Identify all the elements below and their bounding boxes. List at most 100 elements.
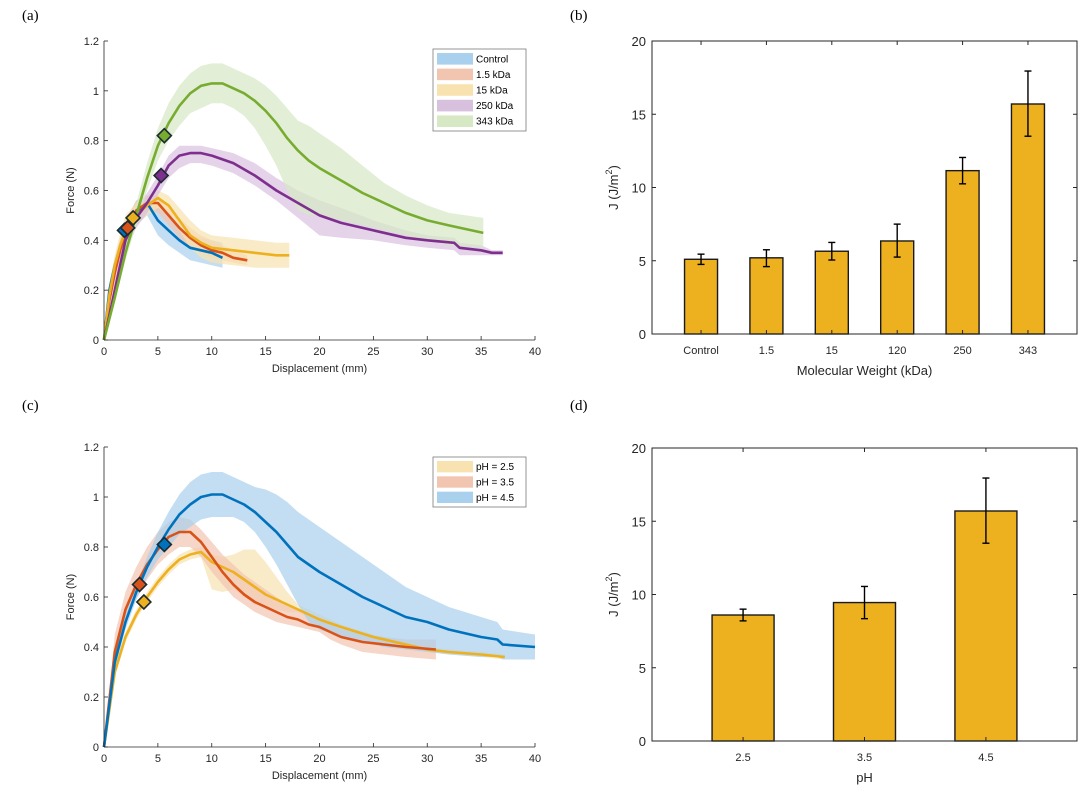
x-tick-label: 1.5 bbox=[759, 345, 774, 357]
x-tick-label: 0 bbox=[101, 753, 107, 765]
x-tick-label: 40 bbox=[529, 753, 541, 765]
x-axis-title: Displacement (mm) bbox=[272, 770, 367, 782]
y-tick-label: 0.8 bbox=[84, 136, 99, 148]
x-tick-label: 20 bbox=[313, 753, 325, 765]
x-tick-label: 343 bbox=[1019, 345, 1037, 357]
yield-marker-2 bbox=[124, 209, 142, 227]
band-3 bbox=[104, 145, 503, 340]
y-axis-title-end: ) bbox=[606, 165, 621, 169]
legend-entry: pH = 3.5 bbox=[476, 478, 515, 489]
series-line-0 bbox=[102, 550, 505, 748]
y-tick-label: 5 bbox=[639, 661, 646, 676]
x-axis-title: Displacement (mm) bbox=[272, 363, 367, 375]
y-tick-label: 0.4 bbox=[84, 642, 99, 654]
series-line-2 bbox=[102, 196, 290, 341]
y-tick-label: 0.2 bbox=[84, 285, 99, 297]
x-axis-title: pH bbox=[856, 770, 873, 785]
legend-swatch bbox=[437, 53, 473, 65]
legend-swatch bbox=[437, 99, 473, 112]
panel-label-a: (a) bbox=[22, 8, 39, 24]
panel-label-c: (c) bbox=[22, 398, 39, 414]
x-tick-label: 15 bbox=[260, 346, 272, 358]
series-line-2 bbox=[102, 493, 536, 748]
x-tick-label: 30 bbox=[421, 346, 433, 358]
x-tick-label: 120 bbox=[888, 345, 906, 357]
y-tick-label: 0 bbox=[93, 742, 99, 754]
legend-swatch bbox=[437, 491, 473, 503]
series-line-3 bbox=[102, 151, 503, 341]
panel-c-force-displacement-chart: 0 5 10 15 20 25 30 35 40 0 0.2 0.4 0.6 0.8 1 1.2 Displac… bbox=[65, 442, 541, 782]
y-tick-label: 1.2 bbox=[84, 442, 99, 454]
y-tick-label: 10 bbox=[632, 181, 646, 196]
y-tick-label: 1 bbox=[93, 492, 99, 504]
legend-entry: 15 kDa bbox=[476, 86, 508, 97]
bar-4 bbox=[945, 169, 980, 335]
legend-swatch bbox=[437, 68, 473, 81]
x-tick-label: 4.5 bbox=[978, 752, 993, 764]
x-tick-label: 15 bbox=[260, 753, 272, 765]
x-tick-label: 40 bbox=[529, 346, 541, 358]
y-tick-label: 0 bbox=[93, 335, 99, 347]
yield-marker-1 bbox=[131, 576, 148, 593]
yield-marker-2 bbox=[156, 536, 173, 553]
series-line-4 bbox=[102, 82, 484, 341]
y-tick-label: 0.6 bbox=[84, 592, 99, 604]
x-axis-title: Molecular Weight (kDa) bbox=[797, 363, 933, 378]
legend-entry: 250 kDa bbox=[476, 101, 514, 112]
legend-entry: pH = 2.5 bbox=[476, 462, 515, 473]
y-tick-label: 15 bbox=[632, 514, 646, 529]
band-2 bbox=[104, 190, 290, 340]
legend-entry: Control bbox=[476, 54, 508, 65]
bar-0 bbox=[711, 614, 775, 742]
y-tick-label: 0.8 bbox=[84, 542, 99, 554]
y-axis-title-main: J (J/m bbox=[606, 581, 621, 616]
x-tick-label: 20 bbox=[313, 346, 325, 358]
y-tick-label: 0 bbox=[639, 327, 646, 342]
bar-1 bbox=[832, 601, 897, 742]
x-tick-label: 35 bbox=[475, 753, 487, 765]
legend-entry: pH = 4.5 bbox=[476, 493, 515, 504]
x-tick-label: Control bbox=[683, 345, 718, 357]
panel-d-bar-chart: 2.5 3.5 4.5 0 5 10 15 20 pH J (J/m2) bbox=[604, 441, 1078, 785]
y-axis-title-sup: 2 bbox=[604, 576, 614, 581]
x-tick-label: 15 bbox=[826, 345, 838, 357]
legend-entry: 343 kDa bbox=[476, 117, 514, 128]
x-tick-label: 3.5 bbox=[857, 752, 872, 764]
yield-marker-4 bbox=[156, 127, 173, 144]
legend-swatch bbox=[437, 115, 473, 127]
yield-marker-1 bbox=[119, 219, 136, 237]
bar-5 bbox=[1010, 103, 1046, 335]
y-tick-label: 1 bbox=[93, 86, 99, 98]
y-axis-title-end: ) bbox=[606, 572, 621, 576]
y-tick-label: 0.4 bbox=[84, 235, 99, 247]
x-tick-label: 5 bbox=[155, 346, 161, 358]
x-tick-label: 10 bbox=[206, 753, 218, 765]
legend: pH = 2.5 pH = 3.5 pH = 4.5 bbox=[432, 456, 527, 508]
legend-swatch bbox=[437, 84, 473, 96]
panel-a-force-displacement-chart: 0 5 10 15 20 25 30 35 40 0 0.2 0.4 0.6 0.8 1 1.2 Displac… bbox=[65, 36, 541, 375]
panel-label-b: (b) bbox=[570, 8, 588, 24]
legend-swatch bbox=[437, 476, 473, 488]
x-tick-label: 10 bbox=[206, 346, 218, 358]
panel-b-bar-chart: Control 1.5 15 120 250 343 0 5 10 15 20 Molecular W… bbox=[604, 34, 1078, 378]
yield-marker-3 bbox=[152, 167, 170, 184]
y-tick-label: 1.2 bbox=[84, 36, 99, 48]
y-axis-title: J (J/m2) bbox=[604, 165, 621, 210]
y-axis-title: J (J/m2) bbox=[604, 572, 621, 617]
y-tick-label: 20 bbox=[632, 34, 646, 49]
bar-2 bbox=[954, 510, 1018, 742]
y-tick-label: 0.2 bbox=[84, 692, 99, 704]
x-tick-label: 25 bbox=[367, 753, 379, 765]
y-tick-label: 20 bbox=[632, 441, 646, 456]
legend-entry: 1.5 kDa bbox=[476, 70, 511, 81]
y-tick-label: 5 bbox=[639, 254, 646, 269]
x-tick-label: 2.5 bbox=[735, 752, 750, 764]
yield-marker-0 bbox=[135, 593, 152, 611]
y-axis-title: Force (N) bbox=[65, 167, 77, 213]
x-tick-label: 25 bbox=[367, 346, 379, 358]
x-tick-label: 0 bbox=[101, 346, 107, 358]
band-2 bbox=[104, 472, 535, 747]
y-tick-label: 0.6 bbox=[84, 186, 99, 198]
y-axis-title-sup: 2 bbox=[604, 169, 614, 174]
